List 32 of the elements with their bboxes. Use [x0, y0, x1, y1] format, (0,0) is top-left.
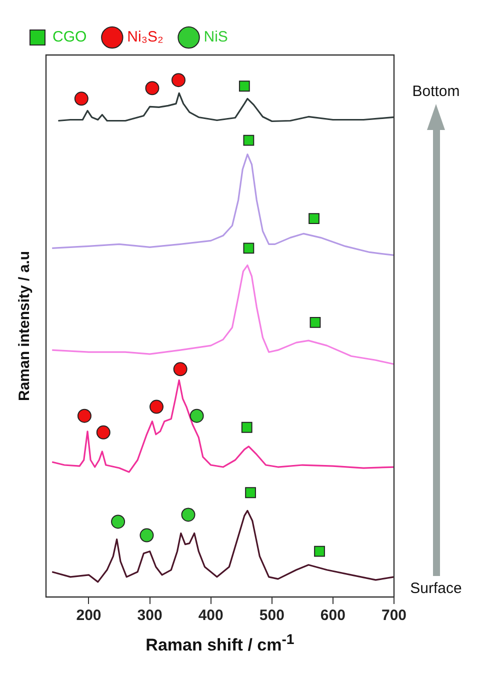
point — [181, 508, 196, 522]
text: Bottom — [412, 83, 460, 100]
x-tick-label: 700 — [381, 607, 407, 624]
point — [310, 317, 321, 328]
y-axis-title: Raman intensity / a.u — [16, 250, 34, 402]
legend-label: CGO — [52, 28, 87, 46]
point — [111, 514, 126, 529]
x-tick-label: 600 — [320, 607, 346, 624]
point — [243, 242, 254, 254]
legend-label: Ni₃S₂ — [127, 28, 164, 46]
point — [238, 80, 250, 92]
point — [308, 213, 320, 224]
point — [96, 425, 110, 440]
text: Surface — [410, 580, 462, 597]
point — [145, 81, 160, 96]
x-tick-label: 300 — [137, 607, 162, 624]
x-tick-label: 500 — [259, 607, 284, 624]
point — [140, 528, 154, 542]
point — [171, 73, 186, 88]
x-axis-title: Raman shift / cm$^{-1}$ — [144, 632, 296, 656]
point — [243, 134, 254, 146]
x-tick-label: 200 — [76, 607, 102, 624]
point — [314, 546, 325, 557]
point — [173, 362, 188, 376]
point — [241, 422, 252, 433]
point — [245, 487, 256, 498]
point — [74, 92, 88, 106]
point — [77, 408, 92, 423]
legend-label: NiS — [204, 28, 228, 46]
x-tick-label: 400 — [198, 607, 224, 624]
point — [190, 408, 204, 423]
point — [150, 400, 164, 414]
